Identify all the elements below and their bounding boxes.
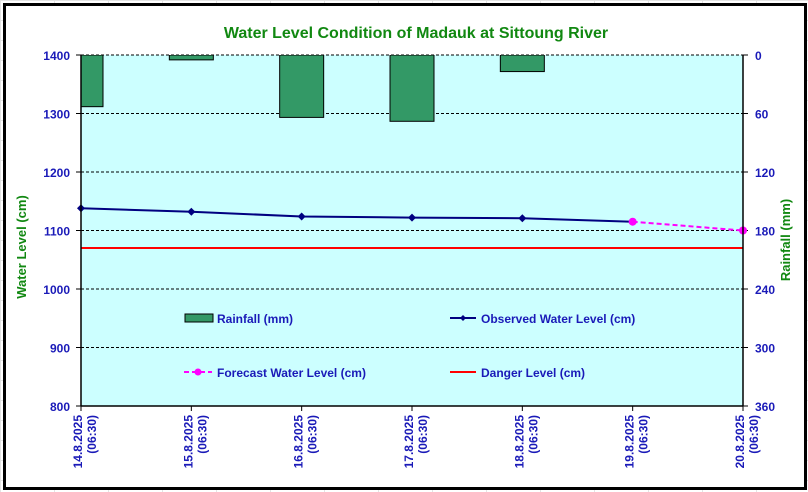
x-tick-label: 14.8.2025(06:30) [71,415,99,469]
left-tick-label: 900 [50,342,70,356]
right-axis-label: Rainfall (mm) [778,199,793,281]
right-tick-label: 300 [755,342,775,356]
x-tick-label: 15.8.2025(06:30) [181,415,209,469]
left-tick-label: 1000 [43,283,70,297]
left-tick-label: 1400 [43,49,70,63]
x-tick-label: 18.8.2025(06:30) [512,415,540,469]
x-tick-label: 20.8.2025(06:30) [733,415,761,469]
left-tick-label: 1100 [44,225,70,239]
legend-forecast-label: Forecast Water Level (cm) [217,366,366,380]
chart-title: Water Level Condition of Madauk at Sitto… [224,25,608,42]
forecast-line [632,220,744,232]
rainfall-bar [81,55,104,108]
right-tick-label: 60 [755,108,769,122]
legend-rainfall-swatch [184,313,214,323]
rainfall-bar [168,55,214,61]
left-tick-label: 1200 [43,166,70,180]
left-axis-label: Water Level (cm) [14,195,29,299]
observed-point [408,213,416,222]
observed-point [518,214,527,223]
left-tick-label: 1300 [43,108,70,122]
rainfall-bars [81,55,545,122]
observed-line [80,207,633,223]
legend-observed-label: Observed Water Level (cm) [481,312,635,326]
rainfall-bar [499,55,545,73]
left-tick-label: 800 [50,400,70,414]
legend: Rainfall (mm) Observed Water Level (cm) Fo… [184,312,635,380]
x-tick-label: 19.8.2025(06:30) [623,415,651,469]
legend-observed-marker [460,315,466,321]
right-tick-label: 240 [755,283,775,297]
right-tick-label: 360 [755,400,775,414]
observed-point [297,212,306,221]
legend-rainfall-label: Rainfall (mm) [217,312,293,326]
legend-danger-label: Danger Level (cm) [481,366,585,380]
right-tick-label: 0 [755,49,762,63]
rainfall-bar [389,55,435,122]
rainfall-bar [279,55,325,118]
x-tick-label: 17.8.2025(06:30) [402,415,430,469]
forecast-point [628,217,637,226]
observed-point [187,207,196,216]
right-tick-label: 120 [755,166,775,180]
legend-forecast-marker [194,368,202,376]
x-tick-label: 16.8.2025(06:30) [292,415,320,469]
right-tick-label: 180 [755,225,775,239]
plot-area: 1400 1300 1200 1100 1000 900 800 0 60 120 180 240 30… [43,49,775,468]
